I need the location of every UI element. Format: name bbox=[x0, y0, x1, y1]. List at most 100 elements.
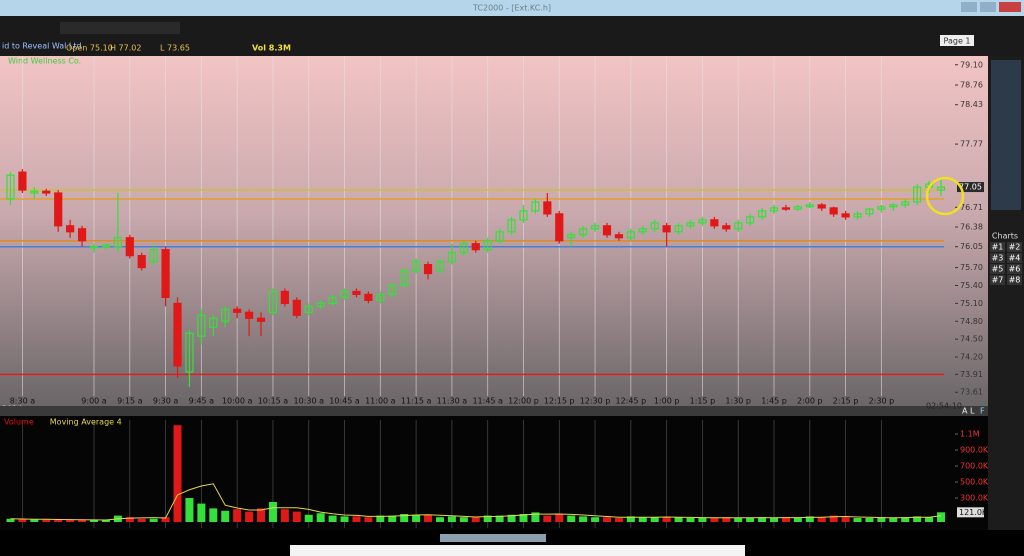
chart-button-label: #6 bbox=[1009, 265, 1021, 274]
y-tick-label: 73.61 bbox=[960, 388, 983, 397]
x-tick-label: 12:45 p bbox=[616, 397, 647, 406]
x-tick-label: 11:15 a bbox=[401, 397, 432, 406]
chart-button-label: #4 bbox=[1009, 254, 1021, 263]
chart-button-label: #1 bbox=[992, 243, 1004, 252]
candle-body bbox=[233, 308, 242, 313]
x-tick-label: 1:15 p bbox=[690, 397, 716, 406]
chart-button[interactable] bbox=[1007, 275, 1022, 285]
volume-bar bbox=[602, 517, 611, 522]
candle-body bbox=[865, 208, 874, 215]
candle-body bbox=[161, 249, 170, 298]
timeframe-buttons[interactable] bbox=[440, 534, 546, 542]
volume-bar bbox=[125, 517, 134, 522]
x-tick-label: 10:45 a bbox=[329, 397, 360, 406]
volume-bar bbox=[221, 510, 230, 522]
volume-bar bbox=[507, 514, 516, 522]
charts-label: Charts bbox=[992, 232, 1018, 241]
candle-body bbox=[936, 186, 946, 191]
volume-bar bbox=[913, 516, 922, 522]
x-tick-label: 1:30 p bbox=[725, 397, 751, 406]
candle-body bbox=[590, 225, 600, 230]
volume-bar bbox=[722, 517, 731, 522]
scale-a[interactable]: A bbox=[962, 407, 968, 416]
volume-bar bbox=[18, 519, 27, 522]
y-tick-label: 74.80 bbox=[960, 317, 983, 326]
volume-bar bbox=[316, 513, 325, 522]
chart-button-label: #7 bbox=[992, 276, 1004, 285]
page-button[interactable] bbox=[940, 35, 974, 46]
volume-bar bbox=[352, 516, 361, 522]
candle-body bbox=[686, 222, 695, 227]
chart-button-label: #2 bbox=[1009, 243, 1021, 252]
candle-body bbox=[519, 210, 528, 221]
volume-bar bbox=[304, 514, 313, 522]
chart-button[interactable] bbox=[990, 242, 1005, 252]
chart-button[interactable] bbox=[990, 253, 1005, 263]
candle-body bbox=[328, 296, 337, 304]
candle-body bbox=[42, 190, 51, 194]
chart-button[interactable] bbox=[1007, 253, 1022, 263]
volume-bar bbox=[376, 515, 385, 522]
volume-bar bbox=[197, 503, 206, 522]
close[interactable] bbox=[999, 2, 1021, 12]
price-pane bbox=[0, 56, 988, 406]
volume-bar bbox=[817, 517, 826, 522]
window-title: TC2000 - [Ext.KC.h] bbox=[472, 4, 551, 13]
chart-button[interactable] bbox=[1007, 264, 1022, 274]
y-tick-label: 77.77 bbox=[960, 140, 983, 149]
quote-low: L 73.65 bbox=[160, 44, 190, 53]
volume-bar bbox=[292, 511, 301, 522]
candle-body bbox=[913, 186, 922, 203]
volume-bar bbox=[30, 519, 39, 522]
volume-bar bbox=[245, 511, 254, 522]
candle-body bbox=[889, 204, 898, 208]
volume-bar bbox=[459, 517, 468, 522]
chart-button[interactable] bbox=[1007, 242, 1022, 252]
page-label: Page 1 bbox=[944, 37, 971, 46]
volume-bar bbox=[781, 517, 790, 522]
legend-entry: Volume bbox=[4, 418, 34, 427]
candle-body bbox=[244, 311, 254, 319]
candle-body bbox=[805, 204, 814, 208]
candle-body bbox=[113, 237, 122, 248]
volume-bar bbox=[937, 512, 946, 522]
volume-bar bbox=[662, 517, 671, 522]
candle-body bbox=[769, 207, 779, 212]
candle-body bbox=[781, 207, 791, 210]
x-tick-label: 2:15 p bbox=[833, 397, 859, 406]
candle-body bbox=[710, 219, 719, 227]
candle-body bbox=[698, 219, 707, 224]
volume-bar bbox=[805, 516, 814, 522]
volume-bar bbox=[447, 516, 456, 522]
candle-body bbox=[364, 293, 373, 301]
x-tick-label: 11:45 a bbox=[472, 397, 503, 406]
candle-body bbox=[197, 314, 206, 337]
chart-button[interactable] bbox=[990, 275, 1005, 285]
candle-body bbox=[471, 243, 480, 251]
chart-button-label: #8 bbox=[1009, 276, 1021, 285]
volume-bar bbox=[865, 518, 874, 522]
y-tick-label: 1.1M bbox=[960, 430, 980, 439]
candle-body bbox=[149, 249, 158, 263]
candle-body bbox=[376, 293, 385, 301]
x-tick-label: 11:00 a bbox=[365, 397, 396, 406]
candle-body bbox=[757, 210, 767, 218]
x-tick-label: 1:00 p bbox=[654, 397, 680, 406]
scale-f[interactable]: F bbox=[980, 407, 985, 416]
volume-bar bbox=[614, 518, 623, 522]
chart-button-label: #3 bbox=[992, 254, 1004, 263]
volume-bar bbox=[137, 518, 146, 522]
volume-bar bbox=[567, 515, 576, 522]
scale-l[interactable]: L bbox=[970, 407, 975, 416]
candle-body bbox=[66, 225, 75, 233]
chart-button-label: #5 bbox=[992, 265, 1004, 274]
volume-bar bbox=[555, 514, 564, 522]
toolbar-icons[interactable] bbox=[60, 22, 180, 34]
maximize[interactable] bbox=[980, 2, 996, 12]
drawing-tools[interactable] bbox=[991, 60, 1021, 210]
volume-bar bbox=[674, 517, 683, 522]
minimize[interactable] bbox=[961, 2, 977, 12]
chart-button[interactable] bbox=[990, 264, 1005, 274]
volume-bar bbox=[591, 517, 600, 522]
candle-body bbox=[662, 225, 671, 233]
